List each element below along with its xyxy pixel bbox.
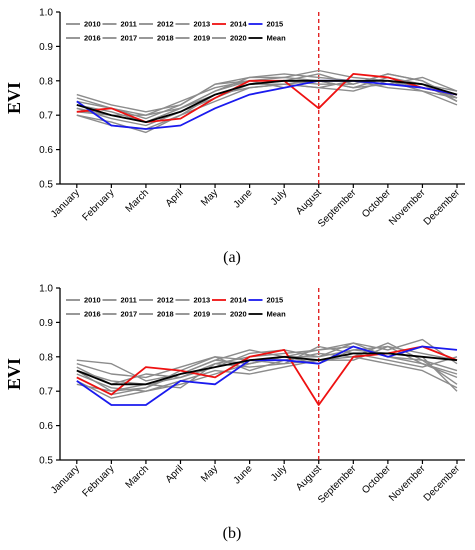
- legend-label-2016: 2016: [84, 310, 101, 319]
- legend-label-2012: 2012: [157, 20, 174, 29]
- y-tick-label: 0.8: [39, 352, 53, 363]
- legend-label-2015: 2015: [267, 296, 284, 305]
- legend-label-2020: 2020: [230, 34, 247, 43]
- x-tick-label: December: [422, 463, 463, 504]
- y-tick-label: 0.7: [39, 111, 53, 122]
- x-tick-label: August: [294, 187, 324, 217]
- x-tick-label: January: [49, 463, 82, 496]
- x-tick-label: July: [269, 463, 289, 483]
- series-line-mean: [76, 79, 458, 123]
- x-tick-label: February: [80, 463, 116, 499]
- x-tick-label: April: [164, 463, 186, 485]
- legend-label-mean: Mean: [267, 34, 287, 43]
- y-axis-label: EVI: [4, 82, 24, 114]
- legend-label-2010: 2010: [84, 20, 101, 29]
- legend-label-2015: 2015: [267, 20, 284, 29]
- panel-label: (b): [223, 525, 242, 542]
- legend-label-2019: 2019: [194, 34, 211, 43]
- series-line-2017: [76, 76, 458, 116]
- series-line-2020: [76, 80, 458, 130]
- x-tick-label: October: [360, 187, 393, 220]
- y-tick-label: 0.7: [39, 387, 53, 398]
- x-tick-label: November: [387, 463, 428, 504]
- y-tick-label: 0.8: [39, 76, 53, 87]
- x-tick-label: March: [124, 463, 151, 490]
- legend-label-2018: 2018: [157, 34, 174, 43]
- legend-label-2019: 2019: [194, 310, 211, 319]
- legend-label-2016: 2016: [84, 34, 101, 43]
- legend-label-2013: 2013: [194, 20, 211, 29]
- legend-label-2017: 2017: [121, 34, 138, 43]
- series-line-2015: [76, 79, 458, 130]
- x-tick-label: April: [164, 187, 186, 209]
- x-tick-label: December: [422, 187, 463, 228]
- x-tick-label: March: [124, 187, 151, 214]
- legend-label-2014: 2014: [230, 20, 248, 29]
- legend-label-2020: 2020: [230, 310, 247, 319]
- x-tick-label: May: [199, 187, 220, 208]
- y-tick-label: 1.0: [39, 8, 53, 19]
- y-tick-label: 0.6: [39, 145, 53, 156]
- series-line-2016: [76, 345, 458, 379]
- legend-label-2017: 2017: [121, 310, 138, 319]
- x-tick-label: September: [316, 463, 359, 506]
- series-line-2015: [76, 345, 458, 406]
- y-tick-label: 0.6: [39, 421, 53, 432]
- y-tick-label: 0.5: [39, 456, 53, 467]
- legend-label-mean: Mean: [267, 310, 287, 319]
- x-tick-label: August: [294, 463, 324, 493]
- panel-label: (a): [223, 249, 241, 266]
- series-line-2017: [76, 356, 458, 392]
- y-axis-label: EVI: [4, 358, 24, 390]
- x-tick-label: September: [316, 187, 359, 230]
- y-tick-label: 1.0: [39, 284, 53, 295]
- y-tick-label: 0.9: [39, 42, 53, 53]
- series-line-2018: [76, 345, 458, 385]
- legend-label-2012: 2012: [157, 296, 174, 305]
- series-line-2014: [76, 73, 458, 123]
- legend-label-2018: 2018: [157, 310, 174, 319]
- legend-label-2010: 2010: [84, 296, 101, 305]
- x-tick-label: July: [269, 187, 289, 207]
- x-tick-label: February: [80, 187, 116, 223]
- series-line-2014: [76, 345, 458, 406]
- x-tick-label: May: [199, 463, 220, 484]
- legend-label-2013: 2013: [194, 296, 211, 305]
- y-tick-label: 0.5: [39, 180, 53, 191]
- legend-label-2011: 2011: [121, 296, 137, 305]
- x-tick-label: June: [232, 187, 255, 210]
- x-tick-label: January: [49, 187, 82, 220]
- x-tick-label: November: [387, 187, 428, 228]
- x-tick-label: June: [232, 463, 255, 486]
- x-tick-label: October: [360, 463, 393, 496]
- legend-label-2014: 2014: [230, 296, 248, 305]
- y-tick-label: 0.9: [39, 318, 53, 329]
- legend-label-2011: 2011: [121, 20, 137, 29]
- series-line-mean: [76, 352, 458, 386]
